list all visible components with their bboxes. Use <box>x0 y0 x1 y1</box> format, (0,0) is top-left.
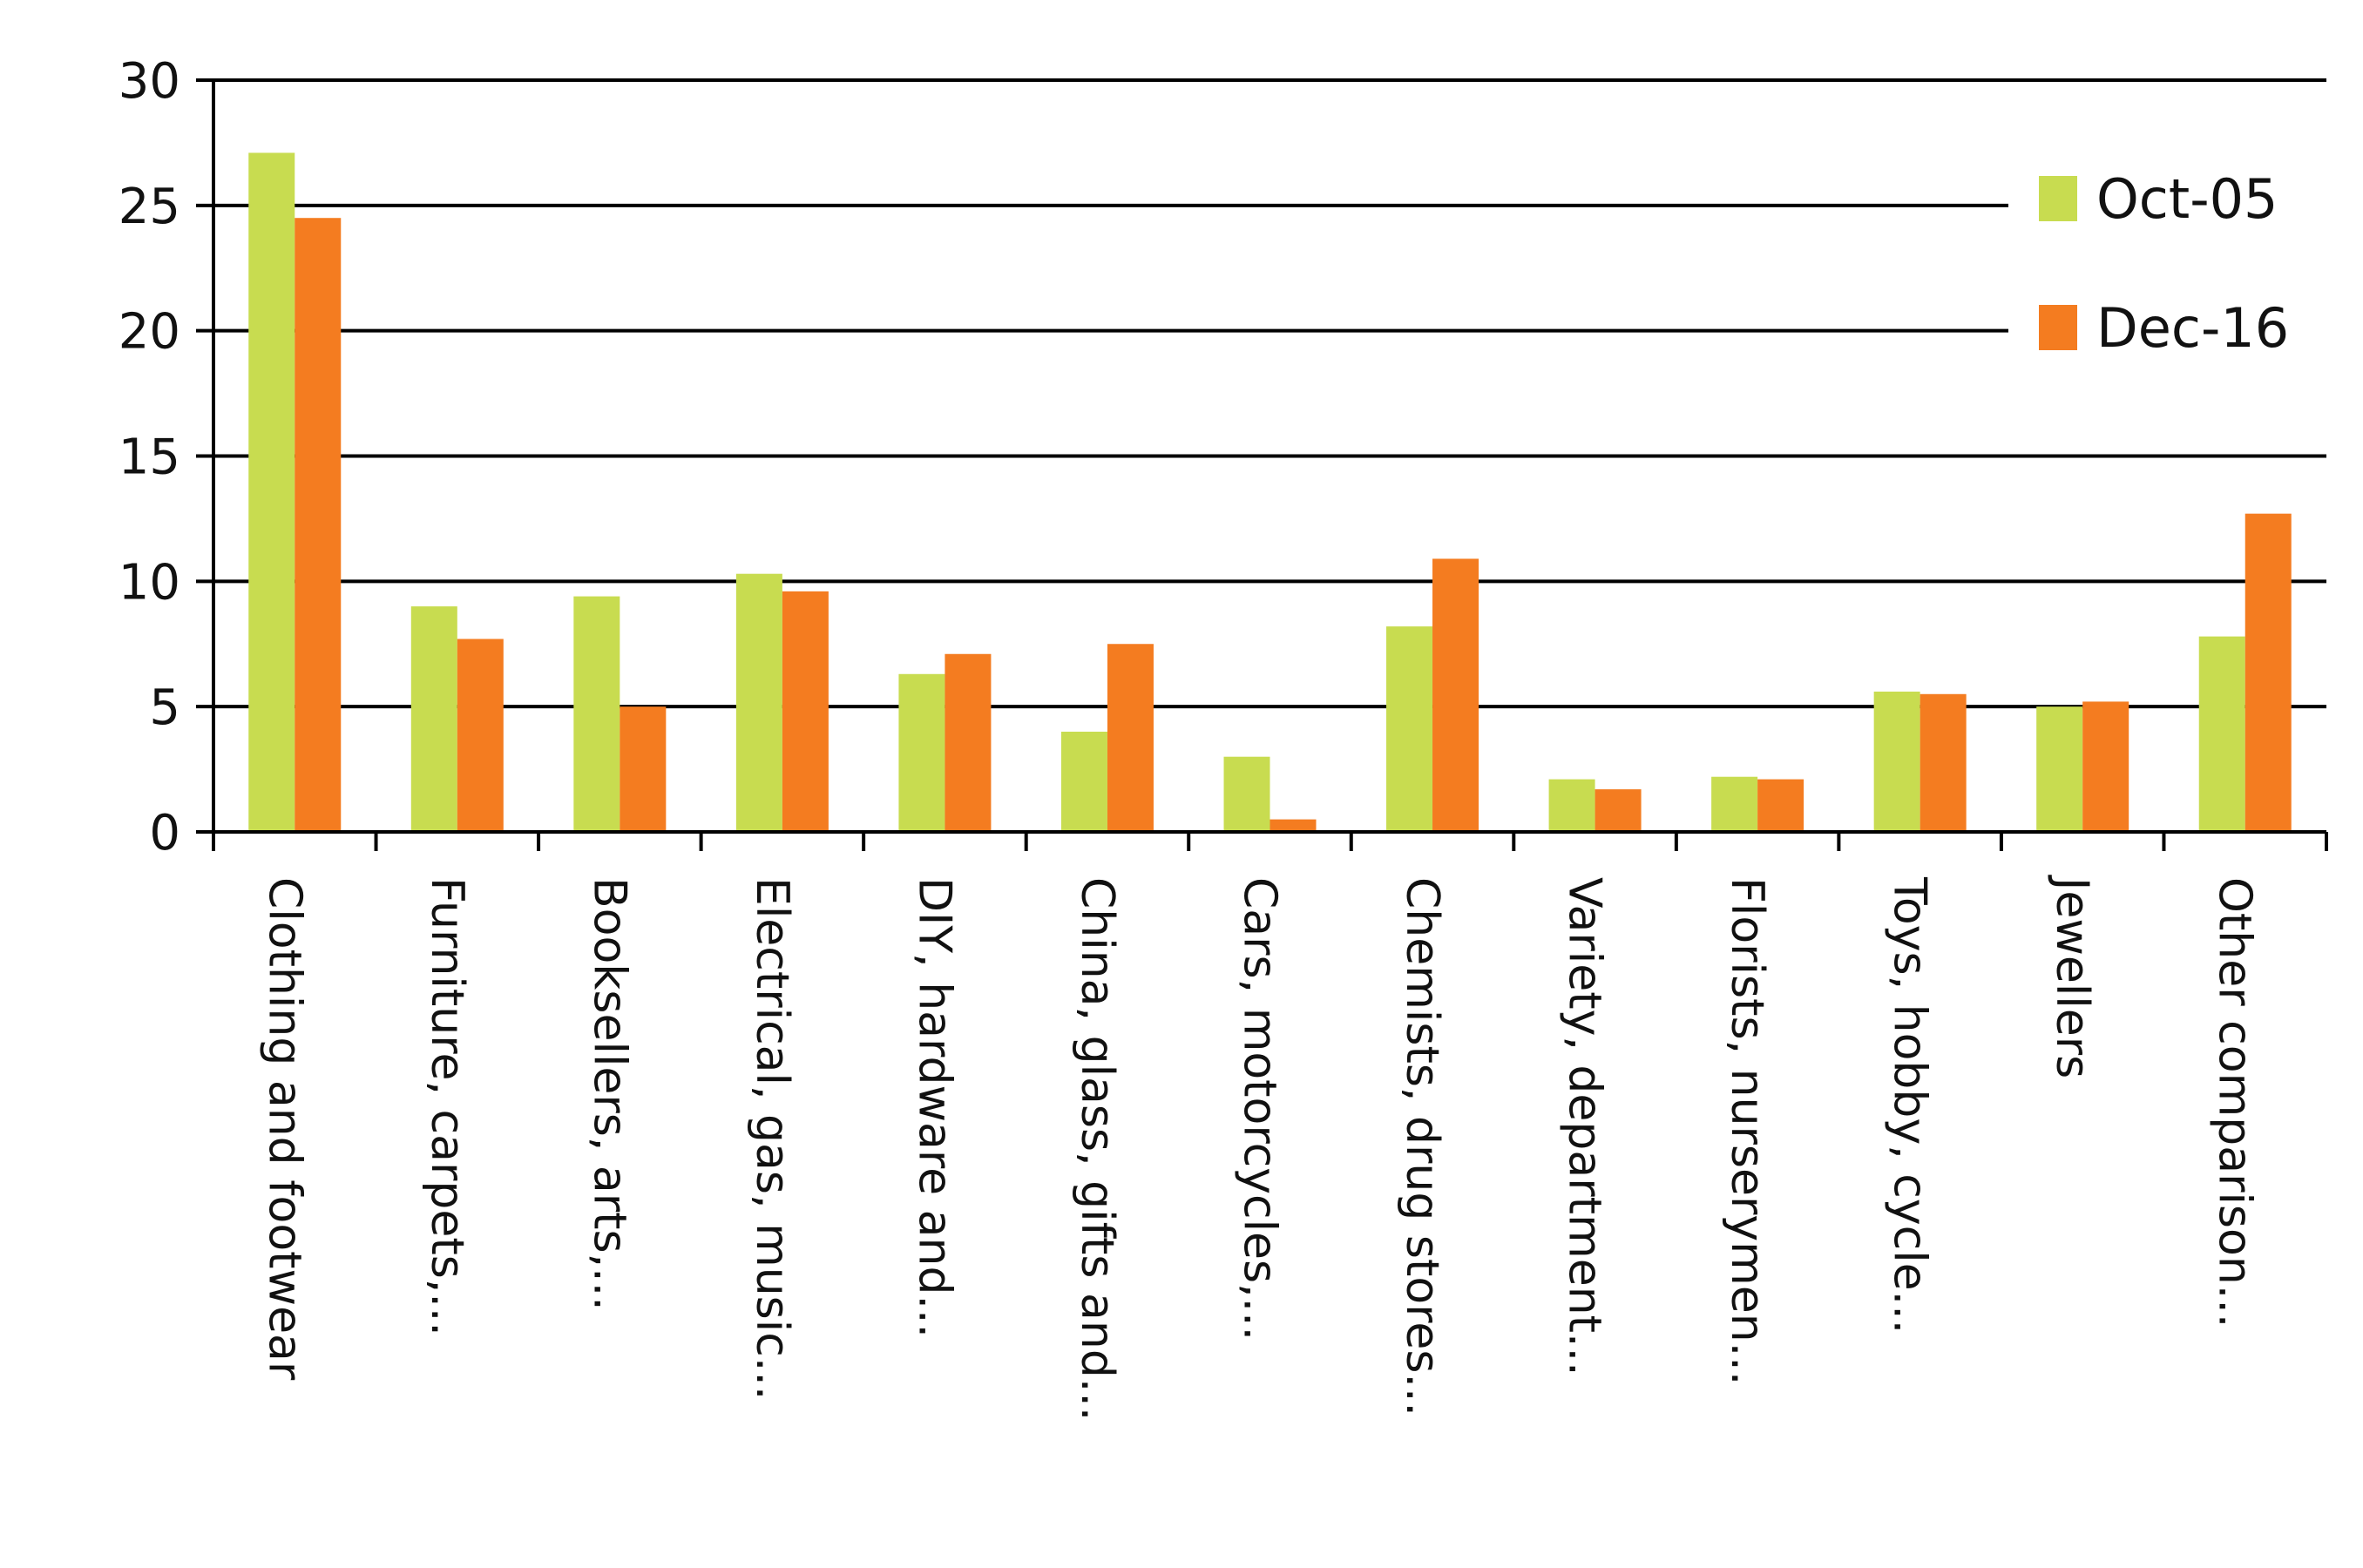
bar-oct-05-6 <box>1223 756 1270 832</box>
y-tick-label: 15 <box>118 429 180 486</box>
y-tick-labels: 0 5 10 15 20 25 30 <box>118 53 180 862</box>
legend-swatch-dec-16 <box>2039 305 2077 350</box>
bar-oct-05-8 <box>1548 779 1595 832</box>
x-category-label: Electrical, gas, music... <box>746 877 798 1400</box>
bar-oct-05-9 <box>1711 776 1758 832</box>
bar-dec-16-2 <box>620 706 667 832</box>
x-category-label: Florists, nurserymen... <box>1721 877 1773 1385</box>
bar-oct-05-10 <box>1873 691 1920 832</box>
x-category-label: Other comparison... <box>2209 877 2261 1328</box>
bar-oct-05-4 <box>898 673 945 832</box>
bar-oct-05-2 <box>573 596 620 832</box>
y-tick-label: 25 <box>118 179 180 235</box>
bar-dec-16-11 <box>2082 701 2129 832</box>
bar-dec-16-3 <box>782 591 829 832</box>
y-tick-label: 5 <box>149 679 180 736</box>
x-category-label: Chemists, drug stores... <box>1396 877 1448 1416</box>
bar-dec-16-12 <box>2245 513 2292 832</box>
bar-oct-05-3 <box>735 573 782 832</box>
bar-oct-05-11 <box>2036 706 2083 832</box>
bar-oct-05-0 <box>248 152 295 832</box>
bar-oct-05-1 <box>410 606 457 832</box>
x-category-label: Toys, hobby, cycle... <box>1884 876 1936 1334</box>
bar-dec-16-0 <box>295 218 342 832</box>
gridlines <box>213 78 2326 709</box>
x-category-label: Cars, motorcycles,... <box>1234 877 1286 1341</box>
axes <box>196 78 2328 851</box>
x-category-label: Furniture, carpets,... <box>421 877 473 1336</box>
x-category-label: DIY, hardware and... <box>908 877 960 1338</box>
x-category-label: Jewellers <box>2046 875 2098 1078</box>
x-category-label: China, glass, gifts and... <box>1071 877 1123 1421</box>
bar-dec-16-1 <box>457 639 504 832</box>
legend-swatch-oct-05 <box>2039 176 2077 221</box>
legend-label: Dec-16 <box>2096 296 2289 360</box>
bar-dec-16-8 <box>1595 789 1642 832</box>
x-category-label: Clothing and footwear <box>258 877 310 1381</box>
bar-dec-16-7 <box>1432 558 1479 832</box>
bar-dec-16-10 <box>1920 693 1967 832</box>
y-tick-label: 30 <box>118 53 180 110</box>
bar-oct-05-5 <box>1060 731 1107 832</box>
bar-dec-16-5 <box>1107 644 1154 832</box>
bar-dec-16-4 <box>945 653 992 832</box>
y-tick-label: 0 <box>149 805 180 862</box>
y-tick-label: 10 <box>118 554 180 611</box>
bar-dec-16-6 <box>1270 819 1317 832</box>
bar-dec-16-9 <box>1757 779 1804 832</box>
bars <box>248 152 2292 832</box>
bar-oct-05-12 <box>2198 636 2245 832</box>
legend: Oct-05 Dec-16 <box>2008 139 2326 370</box>
y-tick-label: 20 <box>118 304 180 361</box>
x-category-label: Variety, department... <box>1559 877 1611 1376</box>
x-category-label: Booksellers, arts,... <box>583 877 635 1311</box>
x-category-labels: Clothing and footwear Furniture, carpets,… <box>258 875 2260 1421</box>
bar-oct-05-7 <box>1386 626 1433 832</box>
legend-label: Oct-05 <box>2096 167 2278 231</box>
